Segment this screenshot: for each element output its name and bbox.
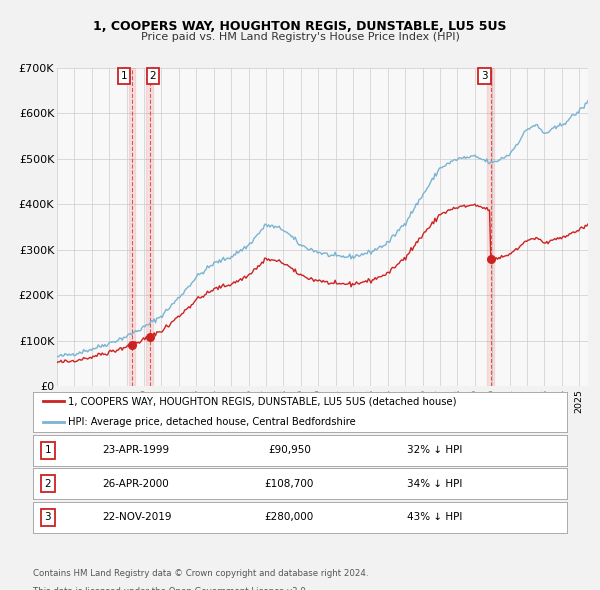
Text: 43% ↓ HPI: 43% ↓ HPI: [407, 513, 462, 522]
Text: Price paid vs. HM Land Registry's House Price Index (HPI): Price paid vs. HM Land Registry's House …: [140, 32, 460, 41]
Text: This data is licensed under the Open Government Licence v3.0.: This data is licensed under the Open Gov…: [33, 587, 308, 590]
Text: £90,950: £90,950: [268, 445, 311, 455]
Text: 22-NOV-2019: 22-NOV-2019: [103, 513, 172, 522]
Text: 2: 2: [149, 71, 156, 81]
Text: 3: 3: [44, 513, 51, 522]
Text: HPI: Average price, detached house, Central Bedfordshire: HPI: Average price, detached house, Cent…: [68, 417, 355, 427]
Text: 1, COOPERS WAY, HOUGHTON REGIS, DUNSTABLE, LU5 5US: 1, COOPERS WAY, HOUGHTON REGIS, DUNSTABL…: [93, 20, 507, 33]
Bar: [487, 68, 494, 386]
Text: 34% ↓ HPI: 34% ↓ HPI: [407, 479, 462, 489]
Text: 26-APR-2000: 26-APR-2000: [103, 479, 169, 489]
Text: 1, COOPERS WAY, HOUGHTON REGIS, DUNSTABLE, LU5 5US (detached house): 1, COOPERS WAY, HOUGHTON REGIS, DUNSTABL…: [68, 396, 456, 407]
Text: 1: 1: [44, 445, 51, 455]
Bar: [146, 68, 153, 386]
Text: £108,700: £108,700: [265, 479, 314, 489]
Text: Contains HM Land Registry data © Crown copyright and database right 2024.: Contains HM Land Registry data © Crown c…: [33, 569, 368, 578]
Text: 2: 2: [44, 479, 51, 489]
Text: 1: 1: [121, 71, 128, 81]
Bar: [129, 68, 135, 386]
Text: 3: 3: [481, 71, 488, 81]
Text: 23-APR-1999: 23-APR-1999: [103, 445, 170, 455]
Text: 32% ↓ HPI: 32% ↓ HPI: [407, 445, 462, 455]
Text: £280,000: £280,000: [265, 513, 314, 522]
